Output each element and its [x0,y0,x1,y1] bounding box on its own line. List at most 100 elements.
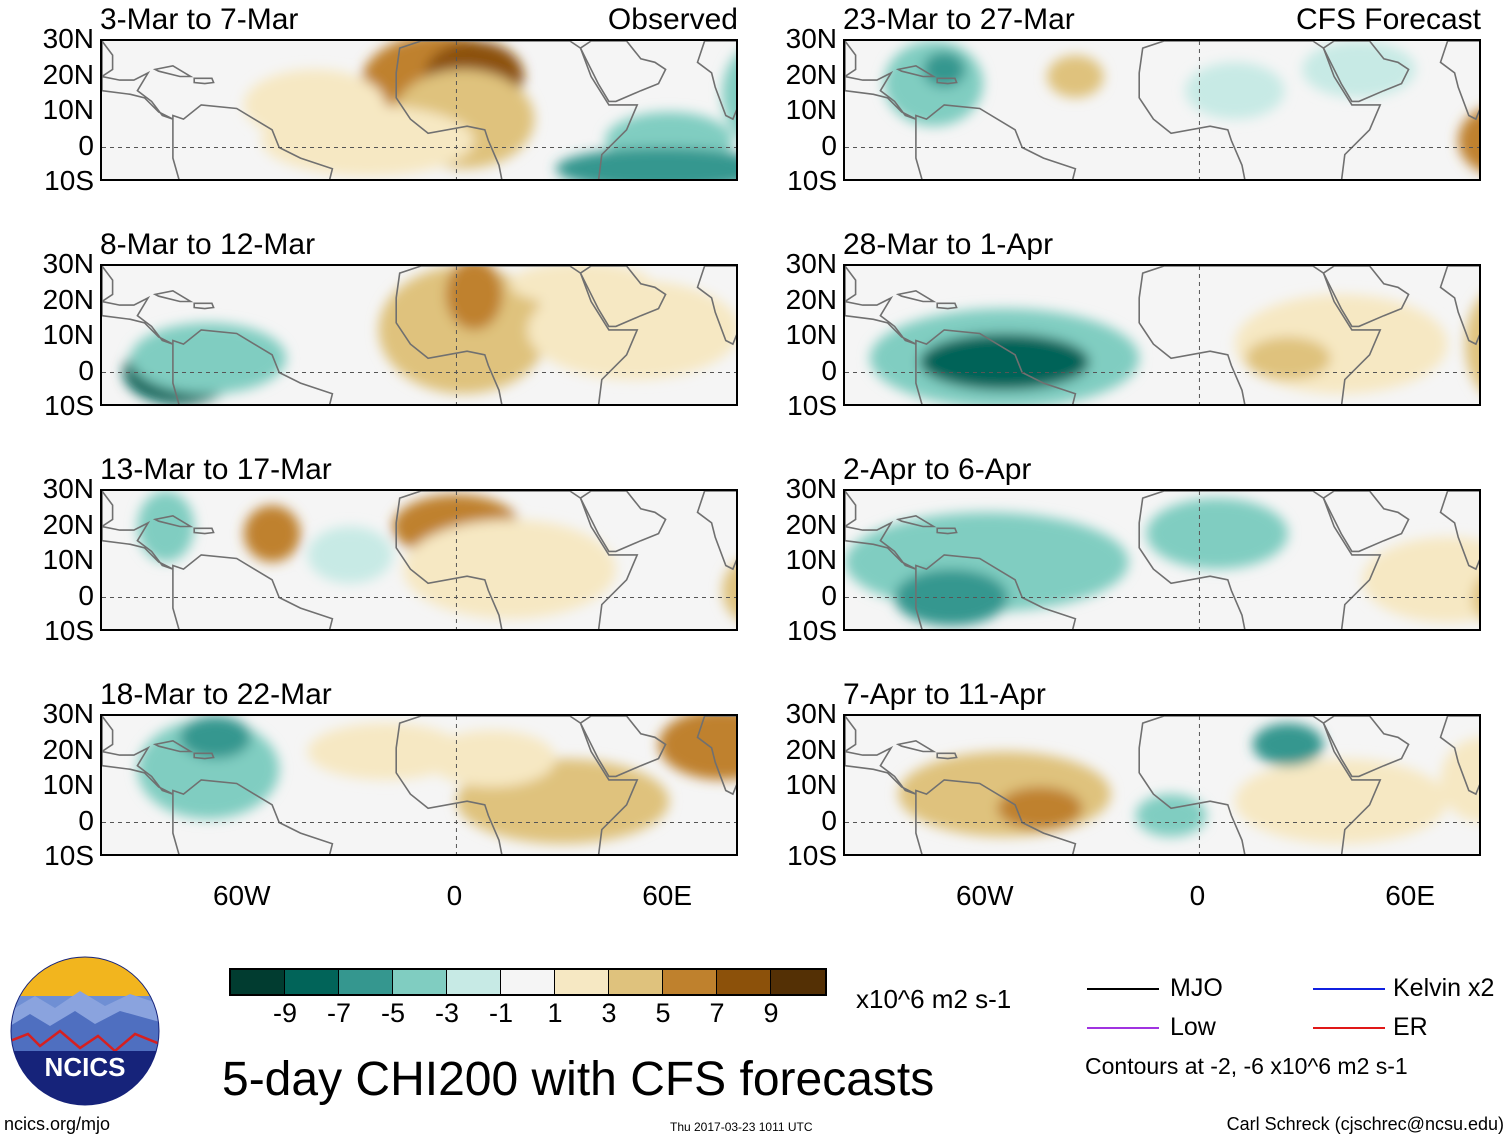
land-outline [102,41,174,120]
lat-tick-label: 30N [785,473,837,504]
chi200-anomaly [307,723,464,780]
lat-tick-label: 10S [44,840,94,871]
legend-er-label: ER [1393,1013,1428,1041]
map-canvas [102,716,736,854]
lat-tick-label: 0 [821,354,837,386]
map-panel-obs-2 [100,264,738,406]
footer-url[interactable]: ncics.org/mjo [4,1114,111,1134]
panel-title: 3-Mar to 7-Mar [100,3,299,36]
chi200-anomaly [509,266,652,306]
land-outline [102,491,174,570]
chi200-anomaly [179,716,251,759]
legend-mjo-label: MJO [1170,974,1223,1002]
land-outline [895,739,937,753]
chi200-anomaly [1185,62,1285,120]
lat-tick-label: 30N [42,23,94,54]
panel-source-tag: Observed [607,3,738,36]
land-outline [395,716,639,854]
lat-tick-label: 10N [785,319,837,350]
lat-tick-label: 10N [785,94,837,125]
colorbar-tick-label: -3 [434,998,459,1028]
lat-tick-label: 20N [785,283,837,315]
land-outline [172,329,334,404]
colorbar-swatch [285,970,339,994]
colorbar-swatch [447,970,501,994]
legend-low-label: Low [1170,1013,1216,1041]
land-outline [696,716,736,796]
chi200-anomaly [1465,299,1479,389]
lat-tick-label: 20N [42,58,94,90]
chi200-anomaly [130,322,287,394]
colorbar-tick-label: 7 [709,998,725,1028]
contours-note: Contours at -2, -6 x10^6 m2 s-1 [1085,1053,1408,1079]
lat-tick-label: 0 [78,354,94,386]
panel-title: 7-Apr to 11-Apr [843,678,1046,711]
land-outline [1439,266,1479,346]
lat-tick-label: 10S [44,165,94,196]
lat-tick-label: 0 [821,129,837,161]
lat-tick-label: 10N [42,769,94,800]
lat-tick-label: 10S [787,615,837,646]
panel-title: 8-Mar to 12-Mar [100,228,316,261]
land-outline [915,329,1077,404]
land-outline [579,716,667,778]
lat-tick-label: 10S [787,840,837,871]
map-canvas [102,266,736,404]
chi200-anomaly [137,491,195,562]
lat-tick-label: 10S [787,390,837,421]
land-outline [895,64,937,78]
chi200-anomaly [922,51,966,88]
land-outline [936,752,958,760]
lat-tick-label: 30N [42,248,94,279]
lon-tick-label: 0 [1189,880,1206,911]
colorbar-tick-label: 3 [601,998,617,1028]
lat-tick-label: 10N [42,94,94,125]
land-outline [1322,41,1410,103]
lon-tick-label: 0 [446,880,463,911]
legend-low-line [1087,1027,1159,1029]
land-outline [1439,716,1479,796]
panel-title: 18-Mar to 22-Mar [100,678,332,711]
legend-kelvin-label: Kelvin x2 [1393,974,1495,1002]
chi200-anomaly [378,266,549,394]
map-canvas [845,491,1479,629]
map-canvas [102,41,736,179]
lat-tick-label: 10S [44,390,94,421]
land-outline [845,491,917,570]
lat-tick-label: 30N [785,23,837,54]
colorbar-tick-label: -5 [380,998,405,1028]
land-outline [102,266,174,345]
lat-tick-label: 30N [785,248,837,279]
lat-tick-label: 0 [821,579,837,611]
map-canvas [845,41,1479,179]
panel-title: 2-Apr to 6-Apr [843,453,1032,486]
map-panel-obs-3 [100,489,738,631]
land-outline [1138,41,1382,179]
chi200-anomaly [445,266,503,330]
colorbar-swatch [717,970,771,994]
chi200-anomaly [403,519,616,619]
lon-tick-label: 60W [955,880,1014,911]
footer-timestamp: Thu 2017-03-23 1011 UTC [670,1120,813,1134]
chi200-anomaly [1472,579,1479,616]
land-outline [395,266,639,404]
colorbar-units: x10^6 m2 s-1 [856,984,1012,1014]
map-panel-fc-1 [843,39,1481,181]
map-canvas [845,266,1479,404]
land-outline [1322,266,1410,328]
panel-title: 28-Mar to 1-Apr [843,228,1054,261]
land-outline [936,77,958,85]
colorbar-swatch [393,970,447,994]
logo-text: NCICS [45,1052,126,1082]
colorbar-tick-label: -1 [488,998,513,1028]
figure-title: 5-day CHI200 with CFS forecasts [222,1053,935,1106]
colorbar-tick-label: 1 [547,998,563,1028]
lon-tick-label: 60E [642,880,693,911]
chi200-anomaly [1135,794,1207,837]
land-outline [102,716,174,795]
land-outline [172,104,334,179]
lat-tick-label: 10N [42,319,94,350]
lat-tick-label: 0 [78,579,94,611]
chi200-anomaly [261,104,475,176]
chi200-anomaly [1234,758,1448,844]
